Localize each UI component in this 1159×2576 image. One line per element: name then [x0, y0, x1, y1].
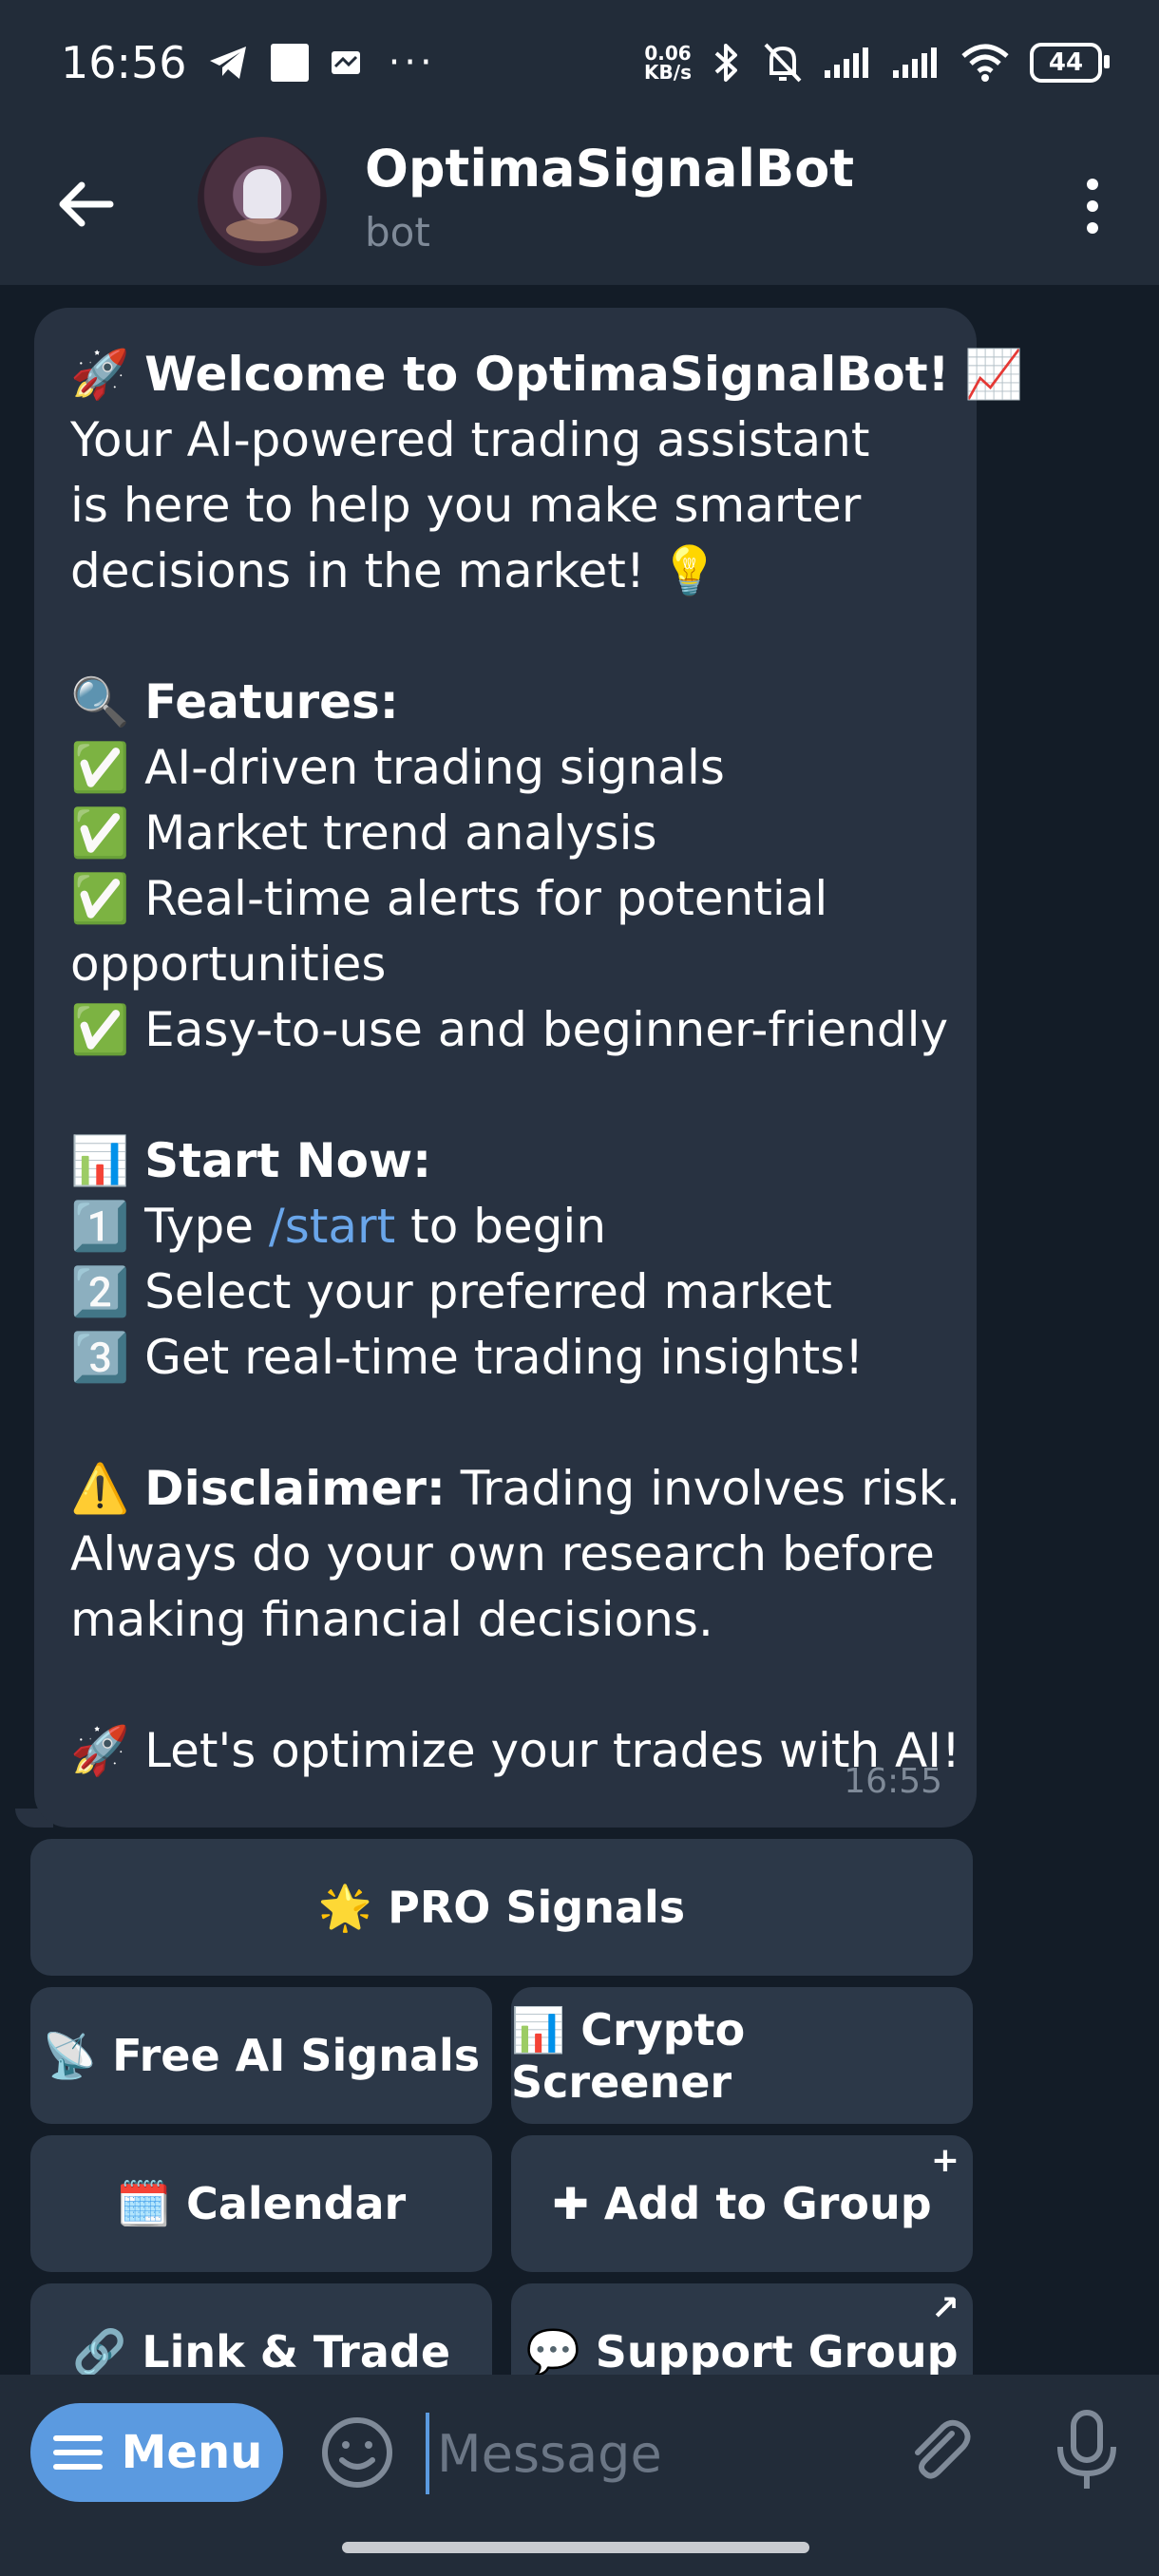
- emoji-icon[interactable]: [319, 2415, 395, 2491]
- link-trade-button[interactable]: 🔗 Link & Trade: [30, 2283, 492, 2375]
- more-vertical-icon[interactable]: [1074, 173, 1112, 239]
- battery-indicator: 44: [1030, 43, 1110, 83]
- chat-header: OptimaSignalBot bot: [0, 125, 1159, 285]
- add-corner-icon: +: [930, 2141, 960, 2180]
- feature-item: ✅ Market trend analysis: [70, 805, 657, 861]
- rocket-icon: 🚀: [70, 347, 130, 402]
- message-line: is here to help you make smarter: [70, 478, 862, 533]
- disclaimer-line-2: Always do your own research before: [70, 1526, 935, 1582]
- disclaimer-title: Disclaimer:: [144, 1461, 446, 1516]
- input-bar: Menu: [0, 2375, 1159, 2527]
- disclaimer-line: ⚠️ Disclaimer: Trading involves risk.: [70, 1456, 960, 1522]
- network-speed-unit: KB/s: [644, 61, 692, 84]
- message-line-welcome: 🚀 Welcome to OptimaSignalBot! 📈: [70, 342, 1024, 407]
- navigation-area: [0, 2527, 1159, 2576]
- signal-icon: [825, 47, 868, 78]
- feature-item: opportunities: [70, 937, 387, 992]
- step-3: 3️⃣ Get real-time trading insights!: [70, 1330, 864, 1385]
- support-group-label: 💬 Support Group: [525, 2325, 959, 2376]
- chat-subtitle: bot: [365, 209, 430, 256]
- closing-line: 🚀 Let's optimize your trades with AI!: [70, 1723, 961, 1778]
- crypto-screener-button[interactable]: 📊 Crypto Screener: [511, 1987, 973, 2124]
- avatar-glow: [226, 218, 298, 241]
- magnifier-icon: 🔍: [70, 674, 130, 729]
- pro-signals-label: 🌟 PRO Signals: [317, 1881, 686, 1933]
- notification-icon: [331, 51, 360, 74]
- bot-avatar[interactable]: [198, 137, 327, 266]
- disclaimer-text: Trading involves risk.: [445, 1461, 961, 1516]
- status-time: 16:56: [61, 37, 187, 88]
- status-bar: 16:56 ··· 0.06 KB/s 44: [0, 0, 1159, 125]
- chat-area[interactable]: 🚀 Welcome to OptimaSignalBot! 📈 Your AI-…: [0, 285, 1159, 2375]
- pro-signals-button[interactable]: 🌟 PRO Signals: [30, 1839, 973, 1976]
- chat-title[interactable]: OptimaSignalBot: [365, 139, 855, 199]
- mute-icon: [764, 43, 802, 83]
- message-time: 16:55: [844, 1762, 942, 1801]
- features-title: Features:: [144, 674, 399, 729]
- step-2: 2️⃣ Select your preferred market: [70, 1264, 832, 1319]
- step-1-prefix: 1️⃣ Type: [70, 1199, 269, 1254]
- signal-icon-2: [893, 47, 937, 78]
- bar-chart-icon: 📊: [70, 1133, 130, 1188]
- telegram-icon: [209, 47, 246, 79]
- more-notifications-dots: ···: [388, 41, 436, 85]
- warning-icon: ⚠️: [70, 1461, 130, 1516]
- start-title: Start Now:: [144, 1133, 432, 1188]
- feature-item: ✅ Real-time alerts for potential: [70, 871, 828, 926]
- features-heading: 🔍 Features:: [70, 670, 942, 735]
- external-link-icon: ↗: [930, 2289, 960, 2328]
- free-ai-signals-button[interactable]: 📡 Free AI Signals: [30, 1987, 492, 2124]
- network-speed-value: 0.06: [644, 42, 692, 65]
- crypto-screener-label: 📊 Crypto Screener: [511, 2003, 746, 2108]
- avatar-astronaut: [243, 169, 281, 218]
- microphone-icon[interactable]: [1049, 2409, 1125, 2492]
- status-left: 16:56 ···: [61, 37, 436, 88]
- step-1-suffix: to begin: [395, 1199, 607, 1254]
- disclaimer-line-3: making financial decisions.: [70, 1592, 713, 1647]
- add-to-group-label: ✚ Add to Group: [552, 2178, 932, 2229]
- step-1: 1️⃣ Type /start to begin: [70, 1194, 942, 1260]
- back-arrow-icon[interactable]: [53, 171, 120, 237]
- home-indicator[interactable]: [342, 2542, 809, 2553]
- calendar-button[interactable]: 🗓️ Calendar: [30, 2135, 492, 2272]
- message-line: Your AI-powered trading assistant: [70, 412, 870, 467]
- add-to-group-button[interactable]: ✚ Add to Group +: [511, 2135, 973, 2272]
- status-right: 0.06 KB/s 44: [644, 41, 1110, 85]
- message-line: decisions in the market! 💡: [70, 543, 720, 598]
- feature-item: ✅ Easy-to-use and beginner-friendly: [70, 1002, 949, 1057]
- message-bubble[interactable]: 🚀 Welcome to OptimaSignalBot! 📈 Your AI-…: [34, 308, 1024, 1828]
- link-trade-label: 🔗 Link & Trade: [71, 2325, 451, 2376]
- hamburger-icon: [52, 2435, 103, 2470]
- calendar-label: 🗓️ Calendar: [116, 2177, 407, 2229]
- paperclip-icon[interactable]: [902, 2413, 978, 2489]
- image-icon: [270, 44, 309, 82]
- free-ai-signals-label: 📡 Free AI Signals: [42, 2029, 481, 2081]
- network-speed: 0.06 KB/s: [644, 44, 692, 82]
- start-heading: 📊 Start Now:: [70, 1128, 942, 1194]
- bluetooth-icon: [714, 44, 737, 82]
- support-group-button[interactable]: 💬 Support Group ↗: [511, 2283, 973, 2375]
- start-command-link[interactable]: /start: [268, 1199, 396, 1254]
- message-input[interactable]: [426, 2413, 876, 2494]
- welcome-title: Welcome to OptimaSignalBot!: [144, 347, 950, 402]
- feature-item: ✅ AI-driven trading signals: [70, 740, 725, 795]
- menu-button[interactable]: Menu: [30, 2403, 283, 2502]
- menu-label: Menu: [121, 2426, 263, 2479]
- wifi-icon: [961, 44, 1009, 82]
- chart-up-icon: 📈: [964, 347, 1024, 402]
